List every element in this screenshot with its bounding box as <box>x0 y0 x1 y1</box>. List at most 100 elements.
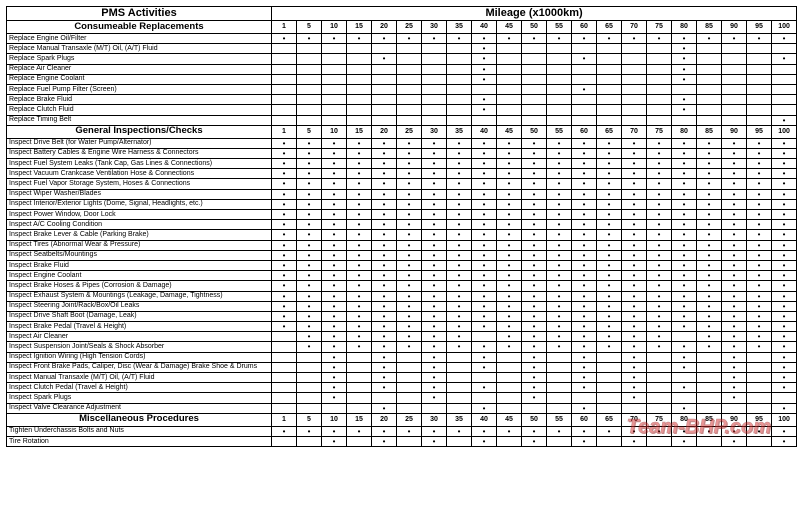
schedule-cell <box>597 436 622 446</box>
schedule-cell <box>747 105 772 115</box>
schedule-cell: • <box>622 271 647 281</box>
schedule-cell: • <box>272 220 297 230</box>
activity-label: Replace Engine Coolant <box>7 74 272 84</box>
schedule-cell: • <box>697 148 722 158</box>
mileage-column: 60 <box>572 413 597 426</box>
activity-label: Inspect Tires (Abnormal Wear & Pressure) <box>7 240 272 250</box>
schedule-cell: • <box>272 311 297 321</box>
schedule-cell: • <box>772 115 797 125</box>
schedule-cell: • <box>297 210 322 220</box>
schedule-cell: • <box>422 291 447 301</box>
schedule-cell: • <box>447 260 472 270</box>
schedule-cell: • <box>297 332 322 342</box>
schedule-cell: • <box>472 311 497 321</box>
mileage-column: 45 <box>497 21 522 34</box>
schedule-cell: • <box>597 179 622 189</box>
schedule-cell: • <box>447 169 472 179</box>
schedule-cell <box>322 105 347 115</box>
schedule-cell <box>747 74 772 84</box>
schedule-cell: • <box>272 179 297 189</box>
mileage-column: 15 <box>347 21 372 34</box>
schedule-cell: • <box>322 362 347 372</box>
schedule-cell: • <box>522 281 547 291</box>
schedule-cell: • <box>772 352 797 362</box>
schedule-cell: • <box>722 426 747 436</box>
schedule-cell <box>647 436 672 446</box>
schedule-cell: • <box>672 44 697 54</box>
activity-label: Inspect Wiper Washer/Blades <box>7 189 272 199</box>
activity-label: Inspect Suspension Joint/Seals & Shock A… <box>7 342 272 352</box>
schedule-cell <box>497 383 522 393</box>
schedule-cell <box>397 115 422 125</box>
mileage-column: 95 <box>747 413 772 426</box>
schedule-cell <box>397 74 422 84</box>
schedule-cell: • <box>697 220 722 230</box>
schedule-cell <box>747 393 772 403</box>
schedule-cell: • <box>322 189 347 199</box>
mileage-column: 25 <box>397 21 422 34</box>
schedule-cell <box>272 373 297 383</box>
activity-label: Inspect Battery Cables & Engine Wire Har… <box>7 148 272 158</box>
mileage-column: 85 <box>697 413 722 426</box>
schedule-cell: • <box>622 393 647 403</box>
schedule-cell: • <box>372 436 397 446</box>
schedule-cell: • <box>672 281 697 291</box>
mileage-column: 30 <box>422 413 447 426</box>
schedule-cell: • <box>322 332 347 342</box>
schedule-cell: • <box>272 426 297 436</box>
schedule-cell: • <box>472 362 497 372</box>
schedule-cell: • <box>472 105 497 115</box>
schedule-cell: • <box>622 159 647 169</box>
schedule-cell: • <box>597 271 622 281</box>
mileage-column: 10 <box>322 125 347 138</box>
mileage-column: 1 <box>272 125 297 138</box>
schedule-cell: • <box>522 189 547 199</box>
schedule-cell: • <box>397 179 422 189</box>
mileage-column: 30 <box>422 21 447 34</box>
schedule-cell: • <box>397 230 422 240</box>
activity-label: Inspect Fuel System Leaks (Tank Cap, Gas… <box>7 159 272 169</box>
schedule-cell <box>497 105 522 115</box>
schedule-cell: • <box>472 260 497 270</box>
schedule-cell <box>697 362 722 372</box>
schedule-cell: • <box>297 220 322 230</box>
schedule-cell: • <box>722 148 747 158</box>
schedule-cell: • <box>372 199 397 209</box>
schedule-cell: • <box>572 240 597 250</box>
schedule-cell <box>672 393 697 403</box>
schedule-cell: • <box>297 34 322 44</box>
schedule-cell: • <box>772 311 797 321</box>
activity-label: Replace Timing Belt <box>7 115 272 125</box>
schedule-cell <box>447 105 472 115</box>
schedule-cell: • <box>672 271 697 281</box>
schedule-cell: • <box>772 148 797 158</box>
schedule-cell: • <box>647 426 672 436</box>
schedule-cell <box>372 115 397 125</box>
schedule-cell <box>372 95 397 105</box>
mileage-column: 70 <box>622 125 647 138</box>
schedule-cell: • <box>672 311 697 321</box>
schedule-cell <box>547 436 572 446</box>
schedule-cell <box>722 64 747 74</box>
mileage-column: 40 <box>472 413 497 426</box>
schedule-cell: • <box>497 271 522 281</box>
mileage-column: 40 <box>472 21 497 34</box>
schedule-cell <box>347 54 372 64</box>
schedule-cell: • <box>322 311 347 321</box>
schedule-cell: • <box>372 311 397 321</box>
schedule-cell: • <box>647 210 672 220</box>
schedule-cell: • <box>547 281 572 291</box>
activity-label: Inspect Brake Pedal (Travel & Height) <box>7 322 272 332</box>
schedule-cell: • <box>322 383 347 393</box>
schedule-cell <box>697 373 722 383</box>
activity-label: Inspect Spark Plugs <box>7 393 272 403</box>
schedule-cell: • <box>422 281 447 291</box>
schedule-cell <box>322 64 347 74</box>
schedule-cell: • <box>722 179 747 189</box>
schedule-cell: • <box>372 332 397 342</box>
schedule-cell: • <box>372 260 397 270</box>
schedule-cell: • <box>672 403 697 413</box>
activity-label: Inspect Brake Fluid <box>7 260 272 270</box>
schedule-cell: • <box>522 240 547 250</box>
schedule-cell: • <box>347 159 372 169</box>
